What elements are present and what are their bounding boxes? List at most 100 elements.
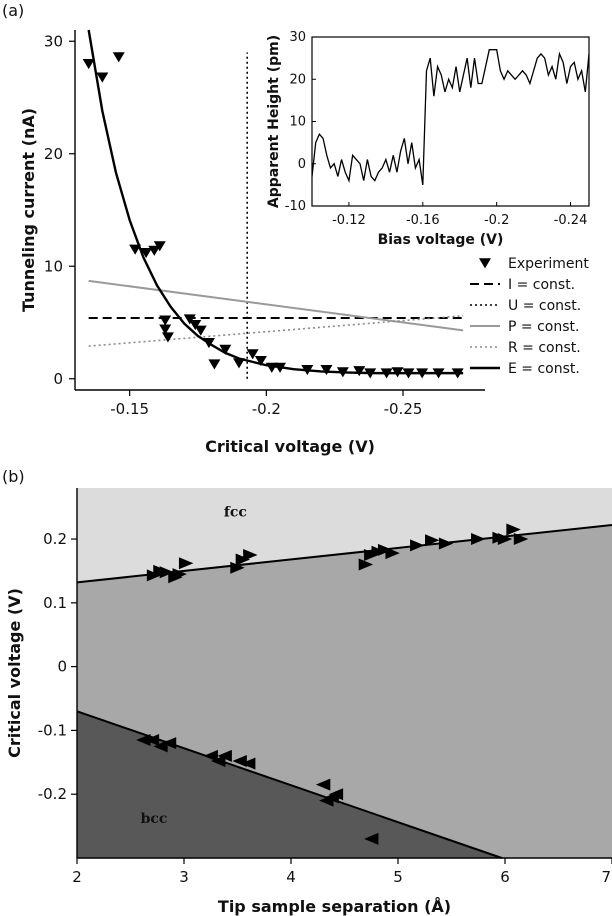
inset-x-tick-label: -0.16 (406, 213, 440, 228)
experiment-point (148, 245, 161, 256)
panel-a-label: (a) (2, 1, 24, 20)
experiment-point (82, 58, 95, 70)
legend-entry: U = const. (508, 298, 581, 314)
legend-a: Experiment I = const. U = const. P = const.… (470, 256, 589, 377)
inset-y-tick-label: -10 (285, 199, 306, 214)
series-line-3 (88, 279, 464, 332)
data-point-right (364, 548, 379, 561)
experiment-point (380, 368, 393, 379)
y-tick-label-b: 0 (57, 658, 67, 676)
y-tick-label-b: -0.1 (38, 721, 67, 739)
data-point-right (235, 553, 251, 566)
data-point-right (513, 533, 529, 546)
legend-entry: Experiment (508, 256, 589, 272)
data-point-right (230, 561, 245, 574)
y-axis-label-b: Critical voltage (V) (5, 588, 24, 758)
data-point-left (217, 749, 232, 762)
experiment-point (391, 367, 404, 378)
experiment-point (336, 367, 349, 378)
data-point-right (425, 534, 440, 547)
legend-entry: P = const. (508, 319, 579, 335)
data-point-right (358, 558, 374, 571)
data-point-right (438, 537, 454, 550)
experiment-point (274, 362, 286, 373)
experiment-point (402, 368, 415, 379)
inset-x-tick-label: -0.24 (554, 213, 588, 228)
data-point-right (385, 547, 400, 560)
data-point-left (211, 755, 226, 768)
inset-x-tick-label: -0.12 (332, 213, 366, 228)
experiment-point (233, 358, 245, 369)
x-tick-label-b: 6 (500, 868, 510, 886)
x-tick-label-b: 7 (601, 868, 611, 886)
inset-series-line (311, 49, 590, 185)
series-line-4 (88, 314, 464, 347)
panel-b-label: (b) (2, 467, 25, 486)
experiment-point (364, 368, 377, 379)
x-tick-label-b: 5 (393, 868, 403, 886)
y-tick-label-b: -0.2 (38, 785, 67, 803)
data-point-right (172, 568, 187, 581)
experiment-point (202, 337, 215, 349)
experiment-point (153, 241, 166, 252)
region-fcc (77, 488, 612, 583)
experiment-point (161, 332, 174, 343)
data-point-left (328, 788, 344, 801)
inset-x-axis-label: Bias voltage (V) (378, 232, 504, 248)
experiment-point (416, 368, 429, 379)
y-tick-label-a: 0 (53, 370, 63, 388)
y-axis-label-a: Tunneling current (nA) (19, 108, 38, 312)
y-tick-label-a: 20 (44, 145, 63, 163)
experiment-point (189, 319, 202, 331)
data-point-left (203, 749, 218, 762)
experiment-point (140, 247, 153, 259)
experiment-point (129, 244, 142, 255)
data-point-left (161, 737, 177, 750)
experiment-point (194, 325, 207, 336)
inset-chart: -0.12 -0.16 -0.2 -0.24 -10 0 10 20 30 Bias voltag… (262, 28, 596, 250)
experiment-point (159, 315, 172, 326)
data-point-right (377, 543, 393, 556)
experiment-point (353, 366, 366, 377)
panel-b-chart: fcc bcc 2 3 4 5 6 7 0.2 0.1 0 -0.1 -0.2 Tip sample s… (5, 488, 612, 916)
experiment-point (96, 72, 109, 83)
x-tick-label-b: 3 (179, 868, 189, 886)
experiment-point (265, 362, 278, 373)
inset-y-tick-label: 10 (289, 115, 306, 130)
data-point-left (364, 832, 379, 845)
data-point-right (243, 548, 258, 561)
experiment-point (432, 368, 445, 379)
region-label-bcc: bcc (141, 811, 168, 827)
x-tick-label-a: -0.15 (110, 400, 149, 418)
experiment-point (320, 364, 333, 376)
data-point-right (159, 566, 175, 579)
y-tick-label-b: 0.2 (43, 530, 67, 548)
inset-y-tick-label: 30 (289, 30, 306, 45)
data-point-right (497, 533, 513, 546)
legend-entry: E = const. (508, 361, 580, 377)
experiment-point (208, 359, 221, 370)
x-tick-label-a: -0.2 (252, 400, 281, 418)
experiment-point (112, 52, 125, 63)
experiment-point (254, 355, 267, 367)
inset-x-tick-label: -0.2 (484, 213, 509, 228)
data-point-left (315, 778, 331, 791)
inset-y-tick-label: 0 (298, 157, 306, 172)
experiment-point (183, 314, 196, 325)
region-label-fcc: fcc (224, 505, 247, 521)
legend-entry: R = const. (508, 340, 581, 356)
data-point-right (471, 533, 486, 546)
data-point-left (136, 733, 151, 746)
inset-y-axis-label: Apparent Height (pm) (266, 35, 282, 208)
inset-y-tick-label: 20 (289, 72, 306, 87)
x-axis-label-b: Tip sample separation (Å) (218, 897, 451, 916)
y-tick-label-a: 30 (44, 32, 63, 50)
x-tick-label-a: -0.25 (384, 400, 423, 418)
panel-a-chart: -0.15 -0.2 -0.25 0 10 20 30 Critical voltage (V… (19, 29, 589, 456)
experiment-point (451, 368, 464, 379)
legend-marker (479, 258, 491, 269)
data-point-left (144, 733, 160, 746)
y-tick-label-a: 10 (44, 257, 63, 275)
experiment-point (159, 324, 172, 335)
